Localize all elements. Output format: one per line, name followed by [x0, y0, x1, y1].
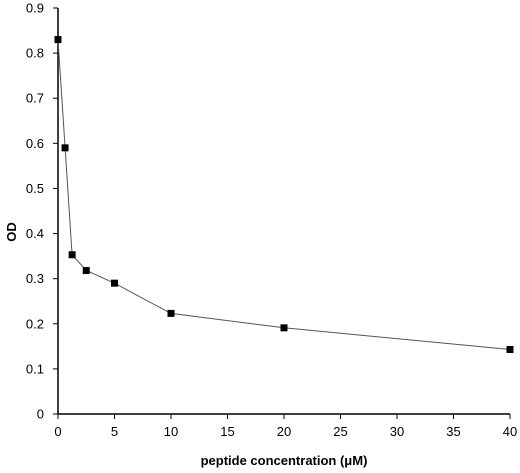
y-tick-label: 0.1: [26, 361, 44, 376]
data-point: [111, 279, 118, 287]
y-tick-label: 0: [37, 407, 44, 422]
x-tick-label: 35: [446, 424, 460, 439]
data-point: [280, 324, 288, 332]
y-axis-label: OD: [4, 222, 19, 242]
y-tick-label: 0.7: [26, 91, 44, 106]
x-tick-label: 10: [164, 424, 178, 439]
x-tick-label: 0: [54, 424, 61, 439]
data-point: [167, 309, 175, 317]
x-tick-label: 5: [111, 424, 118, 439]
y-axis-ticks: 0 0.1 0.2 0.3 0.4 0.5 0.6 0.7 0.8 0.9: [26, 1, 58, 422]
y-tick-label: 0.4: [26, 226, 44, 241]
x-axis-ticks: 0 5 10 15 20 25 30 35 40: [54, 414, 517, 439]
series-line: [57, 39, 511, 350]
x-tick-label: 30: [390, 424, 404, 439]
x-axis-label: peptide concentration (μM): [201, 453, 368, 468]
y-tick-label: 0.6: [26, 136, 44, 151]
y-tick-label: 0.5: [26, 181, 44, 196]
x-tick-label: 15: [220, 424, 234, 439]
data-point: [61, 144, 69, 152]
y-tick-label: 0.8: [26, 46, 44, 61]
data-point: [54, 36, 62, 44]
data-point: [82, 267, 90, 275]
y-tick-label: 0.9: [26, 1, 44, 16]
data-point: [68, 251, 76, 259]
y-tick-label: 0.3: [26, 271, 44, 286]
data-points: [54, 36, 514, 353]
y-tick-label: 0.2: [26, 316, 44, 331]
x-tick-label: 25: [333, 424, 347, 439]
x-tick-label: 40: [503, 424, 517, 439]
data-point: [506, 345, 514, 353]
x-tick-label: 20: [277, 424, 291, 439]
